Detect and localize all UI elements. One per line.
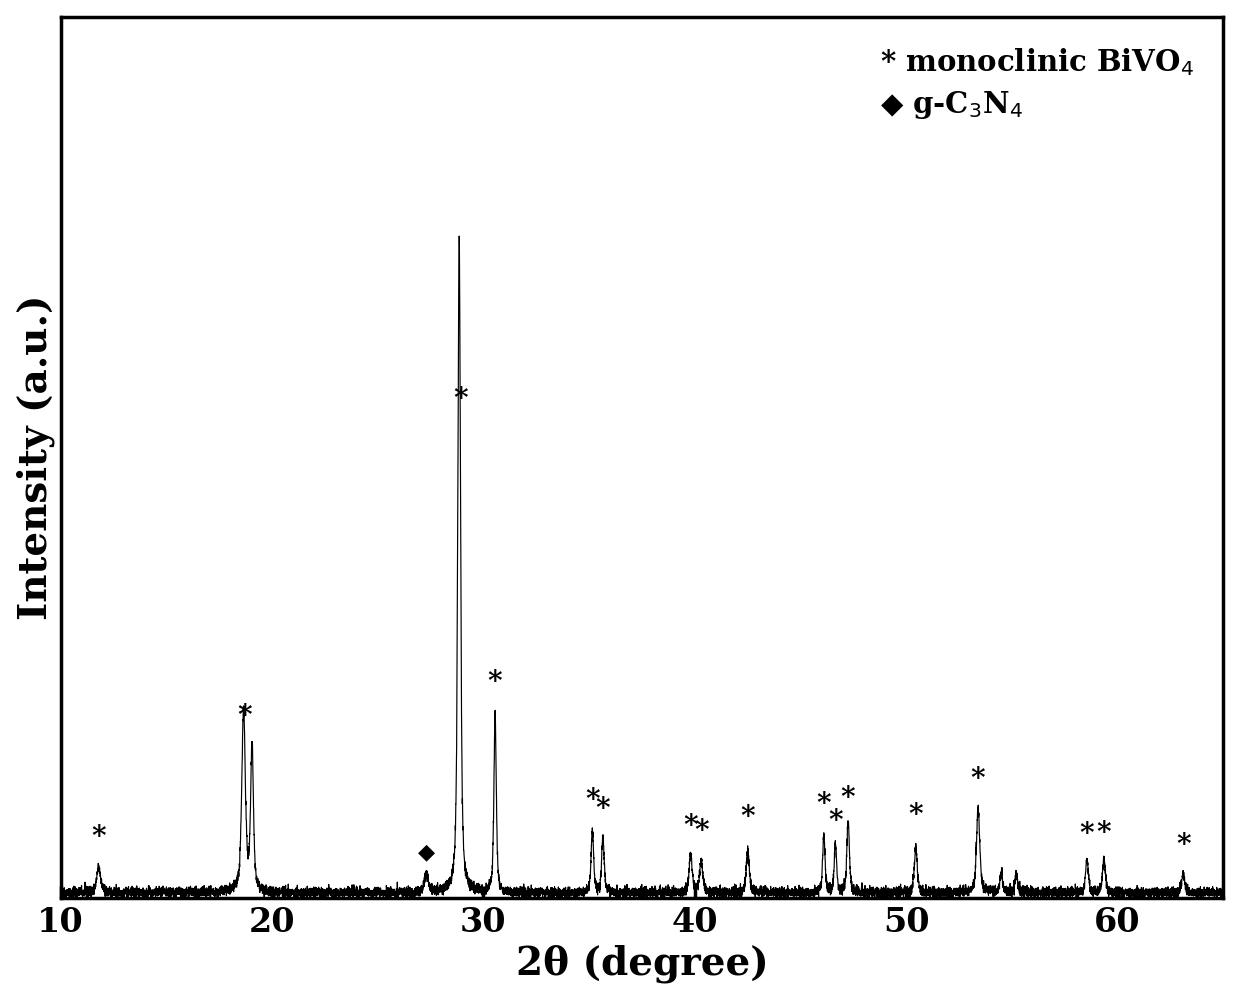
Text: *: * bbox=[971, 766, 986, 793]
Text: *: * bbox=[841, 785, 856, 812]
Text: *: * bbox=[683, 813, 698, 840]
Text: *: * bbox=[237, 703, 252, 730]
Text: *: * bbox=[585, 787, 600, 814]
Text: *: * bbox=[1080, 821, 1095, 848]
Text: *: * bbox=[694, 818, 708, 845]
Text: *: * bbox=[740, 804, 755, 831]
Text: ◆: ◆ bbox=[418, 841, 435, 863]
Text: *: * bbox=[92, 824, 107, 851]
Text: *: * bbox=[1176, 832, 1190, 859]
Legend: * monoclinic BiVO$_4$, ◆ g-C$_3$N$_4$: * monoclinic BiVO$_4$, ◆ g-C$_3$N$_4$ bbox=[866, 31, 1209, 136]
Text: *: * bbox=[909, 802, 923, 829]
Text: *: * bbox=[487, 669, 502, 696]
Text: *: * bbox=[453, 386, 467, 413]
X-axis label: 2θ (degree): 2θ (degree) bbox=[516, 945, 769, 983]
Text: *: * bbox=[828, 808, 843, 835]
Text: *: * bbox=[1096, 820, 1111, 847]
Text: *: * bbox=[816, 791, 831, 818]
Y-axis label: Intensity (a.u.): Intensity (a.u.) bbox=[16, 295, 55, 620]
Text: *: * bbox=[595, 796, 610, 823]
